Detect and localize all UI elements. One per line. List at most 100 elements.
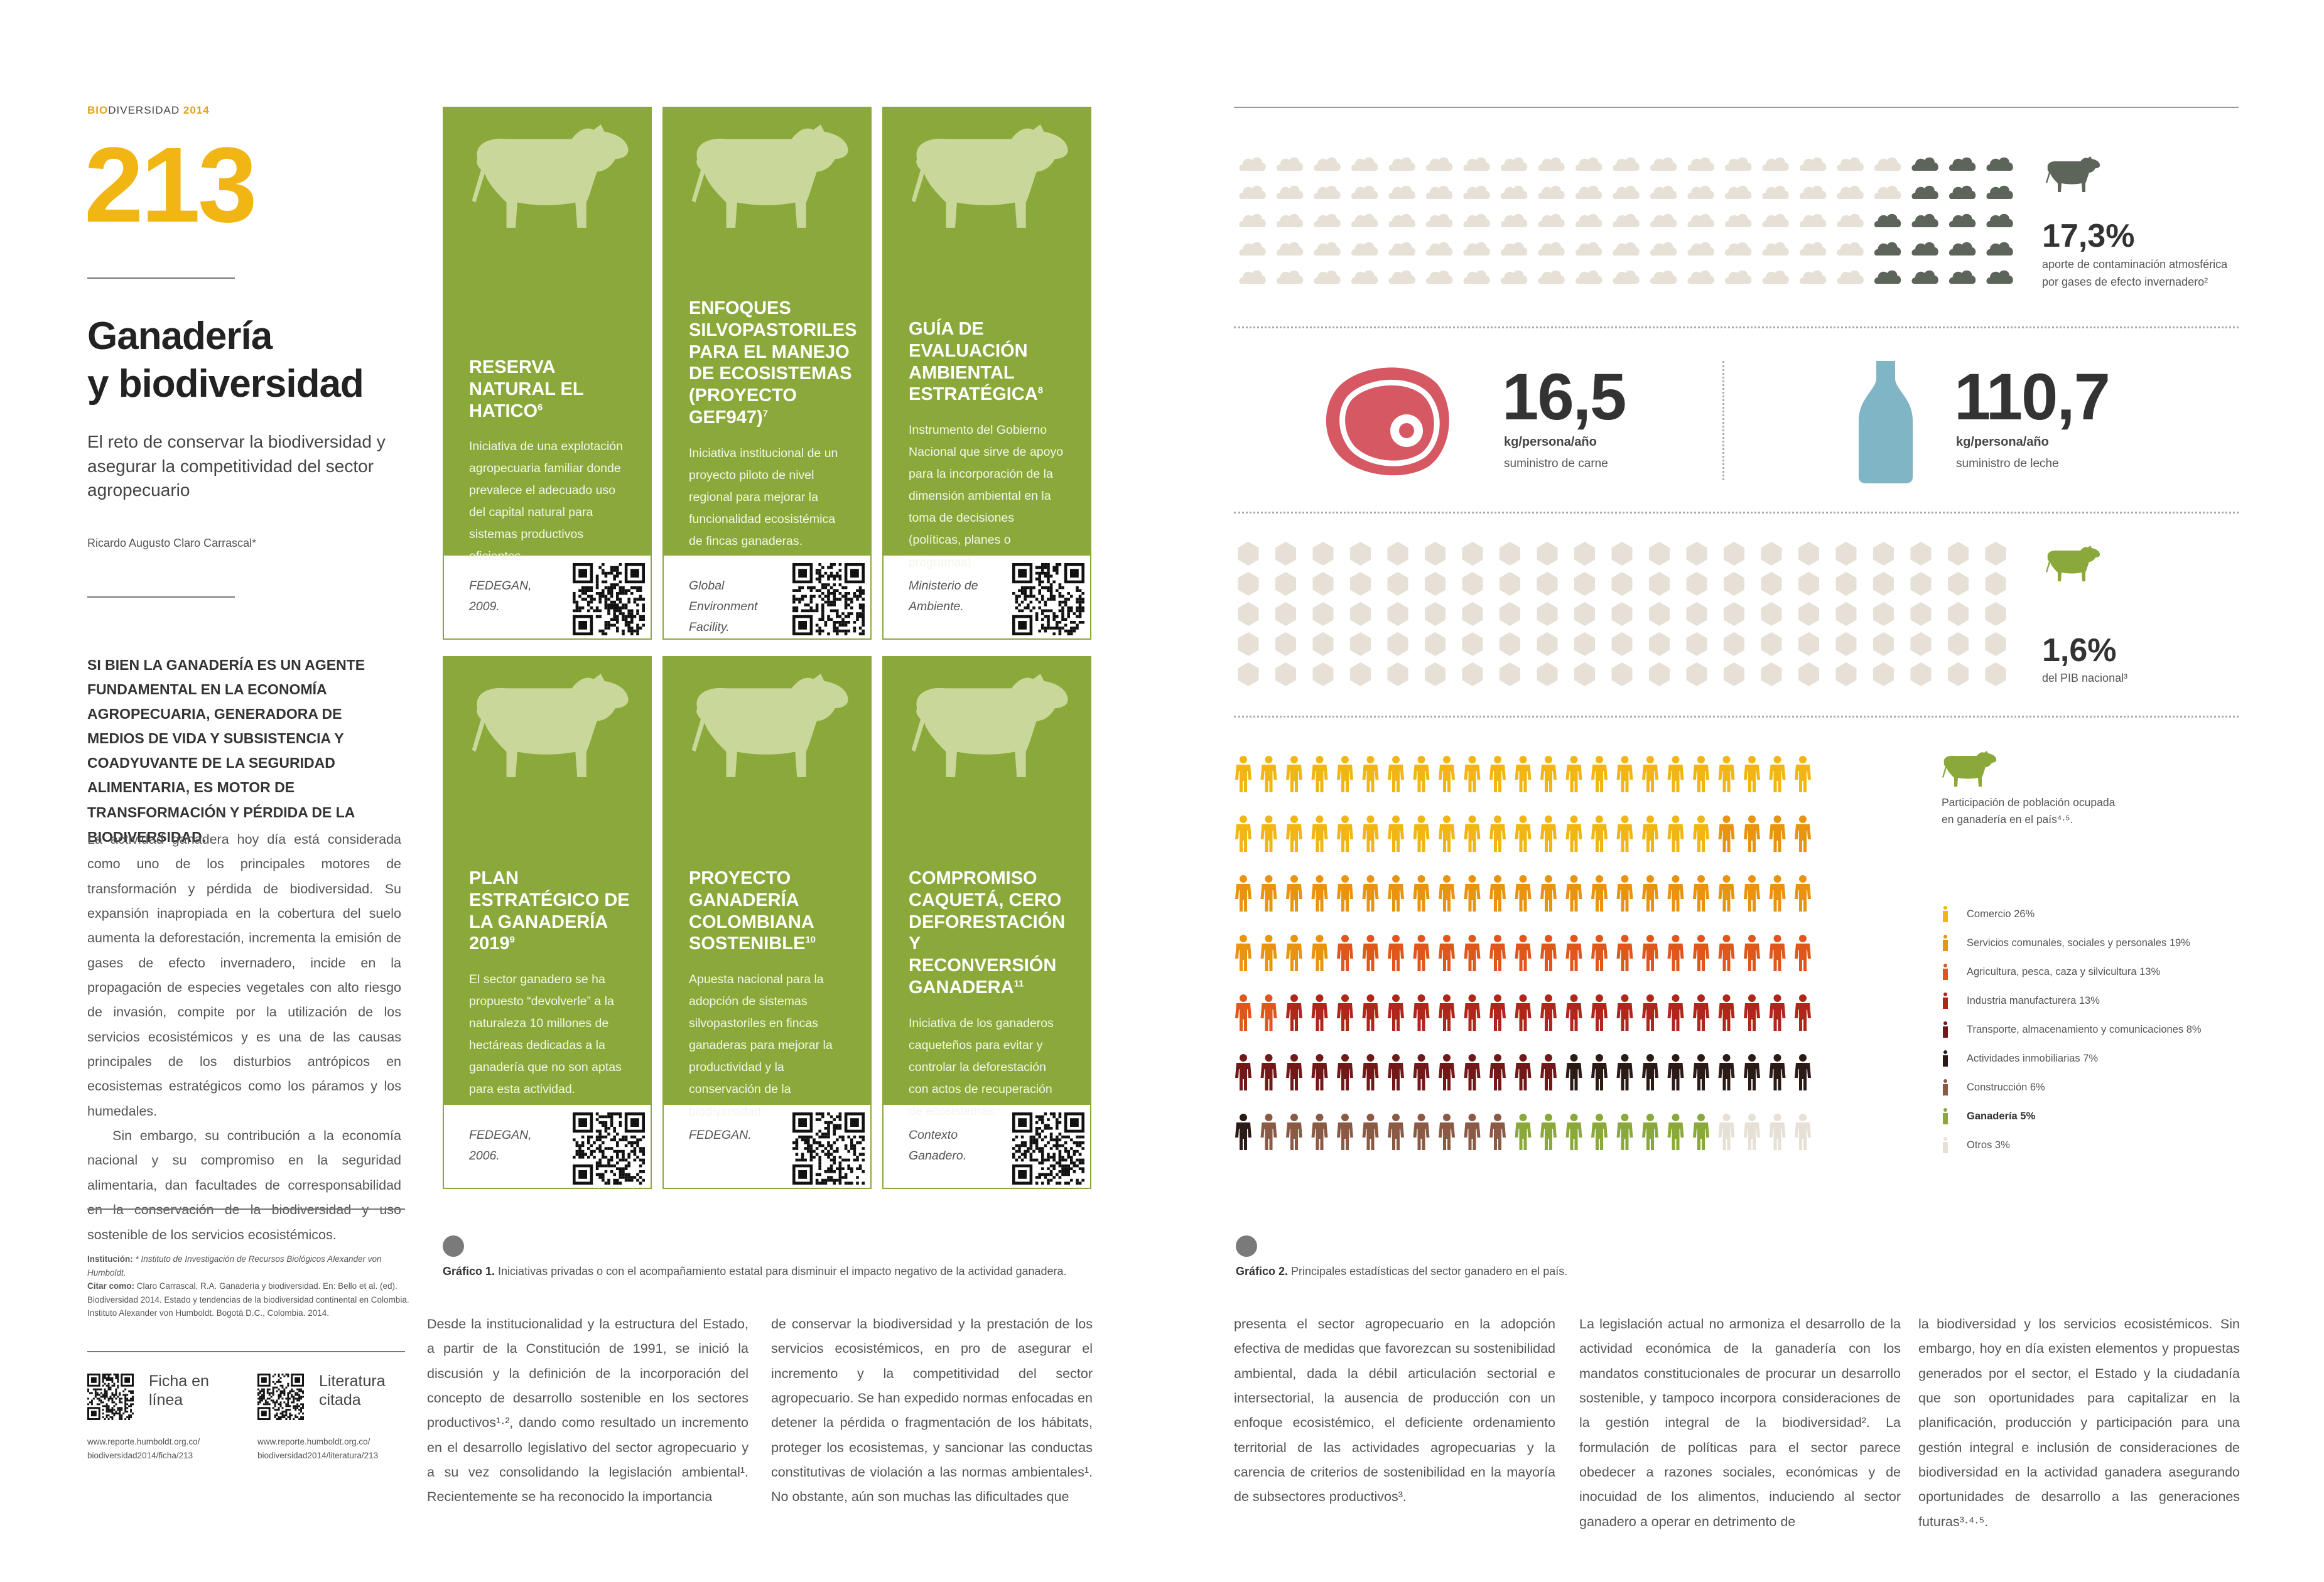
legend-label: Transporte, almacenamiento y comunicacio…: [1967, 1023, 2202, 1035]
ficha-qr-code[interactable]: [87, 1374, 134, 1420]
person-icon: [1540, 875, 1557, 912]
emission-cloud: [1724, 270, 1752, 284]
qr-code[interactable]: [573, 1112, 645, 1185]
literatura-qr-code[interactable]: [257, 1374, 304, 1420]
gdp-hexagon: [1312, 662, 1334, 686]
person-icon: [1286, 935, 1302, 971]
literatura-title[interactable]: Literatura citada: [319, 1372, 386, 1409]
gdp-hexagon: [1500, 632, 1520, 656]
gdp-hexagon: [1985, 542, 2006, 566]
qr-code[interactable]: [792, 563, 865, 635]
gdp-hexagon: [1238, 542, 1259, 566]
emission-cloud: [1314, 270, 1341, 284]
card-description: Apuesta nacional para la adopción de sis…: [689, 972, 833, 1119]
gdp-hexagon: [1724, 602, 1744, 626]
emission-cloud: [1388, 213, 1415, 227]
divider: [87, 596, 235, 598]
gdp-hexagon: [1873, 632, 1894, 656]
emission-cloud: [1799, 213, 1827, 227]
gdp-hexagon: [1798, 572, 1819, 596]
gdp-hexagon: [1462, 662, 1483, 686]
gdp-hexagon: [1724, 632, 1744, 656]
person-icon: [1311, 756, 1328, 792]
gdp-hexagon: [1275, 662, 1296, 686]
person-icon: [1515, 875, 1532, 912]
gdp-hexagon: [1686, 602, 1707, 626]
person-icon: [1616, 935, 1633, 971]
gdp-hexagon: [1425, 572, 1446, 596]
person-icon: [1693, 815, 1709, 852]
gdp-hexagon: [1948, 572, 1969, 596]
body-column: Desde la institucionalidad y la estructu…: [427, 1316, 749, 1505]
person-icon: [1337, 935, 1353, 971]
gdp-hexagon: [1238, 572, 1259, 596]
person-icon: [1693, 875, 1709, 912]
emission-cloud: [1799, 270, 1827, 284]
page-number: 213: [84, 126, 257, 245]
divider: [1234, 326, 2239, 328]
gdp-hexagon: [1835, 632, 1857, 656]
person-icon: [1260, 1054, 1277, 1090]
divider: [1234, 512, 2239, 514]
person-icon: [1388, 1114, 1404, 1150]
legend-person-icon: [1943, 1079, 1948, 1095]
emission-cloud: [1762, 185, 1789, 199]
gdp-hexagon: [1387, 602, 1408, 626]
legend-item: Actividades inmobiliarias 7%: [1942, 1050, 2098, 1067]
gdp-hexagon: [1761, 632, 1782, 656]
qr-code[interactable]: [573, 563, 645, 635]
person-icon: [1413, 815, 1430, 852]
chart-icon: [1236, 1235, 1257, 1257]
qr-code[interactable]: [792, 1112, 865, 1185]
body-column: de conservar la biodiversidad y la prest…: [771, 1316, 1093, 1505]
emission-cloud: [1538, 242, 1565, 256]
person-icon: [1565, 994, 1582, 1031]
person-icon: [1235, 875, 1251, 912]
emission-cloud: [1500, 157, 1528, 171]
emission-cloud: [1799, 242, 1827, 256]
card-title: Guía de evaluación ambiental estratégica…: [909, 319, 1044, 405]
card-source: Ministerio de Ambiente.: [909, 579, 978, 614]
ficha-title[interactable]: Ficha en línea: [149, 1372, 209, 1409]
person-icon: [1337, 815, 1353, 852]
gdp-hexagon: [1611, 542, 1633, 566]
gdp-hexagon: [1350, 542, 1371, 566]
person-icon: [1591, 815, 1608, 852]
legend-item: Construcción 6%: [1942, 1079, 2045, 1095]
emission-cloud: [1687, 213, 1714, 227]
person-icon: [1439, 815, 1455, 852]
emission-cloud: [1837, 242, 1864, 256]
gdp-hexagon: [1462, 542, 1483, 566]
gdp-hexagon: [1312, 572, 1334, 596]
gdp-hexagon: [1275, 602, 1296, 626]
gdp-hexagon: [1724, 662, 1744, 686]
emission-cloud: [1799, 157, 1827, 171]
ficha-url[interactable]: www.reporte.humboldt.org.co/biodiversida…: [87, 1437, 200, 1460]
person-icon: [1591, 994, 1608, 1031]
card-title: Plan estratégico de la ganadería 20199: [469, 868, 630, 954]
qr-code[interactable]: [1012, 563, 1084, 635]
person-icon: [1667, 1054, 1684, 1090]
person-icon: [1337, 994, 1353, 1031]
person-icon: [1311, 935, 1328, 971]
article-title: Ganadería y biodiversidad: [87, 315, 364, 406]
person-icon: [1286, 994, 1302, 1031]
gdp-hexagon: [1835, 602, 1857, 626]
person-icon: [1439, 756, 1455, 792]
person-icon: [1565, 756, 1582, 792]
emission-cloud: [1724, 213, 1752, 227]
legend-item: Ganadería 5%: [1942, 1108, 2035, 1124]
person-icon: [1616, 994, 1633, 1031]
person-icon: [1235, 1114, 1251, 1150]
employment-label: Participación de población ocupada en gan…: [1942, 796, 2116, 826]
initiative-card: Guía de evaluación ambiental estratégica…: [882, 107, 1091, 640]
gdp-hexagon: [1387, 662, 1408, 686]
gdp-hexagon: [1425, 542, 1446, 566]
emission-cloud: [1837, 185, 1864, 199]
literatura-url[interactable]: www.reporte.humboldt.org.co/biodiversida…: [257, 1437, 379, 1460]
legend-item: Otros 3%: [1942, 1137, 2010, 1153]
person-icon: [1413, 875, 1430, 912]
legend-item: Transporte, almacenamiento y comunicacio…: [1942, 1021, 2202, 1038]
card-source: Global Environment Facility.: [689, 579, 758, 635]
qr-code[interactable]: [1012, 1112, 1084, 1185]
